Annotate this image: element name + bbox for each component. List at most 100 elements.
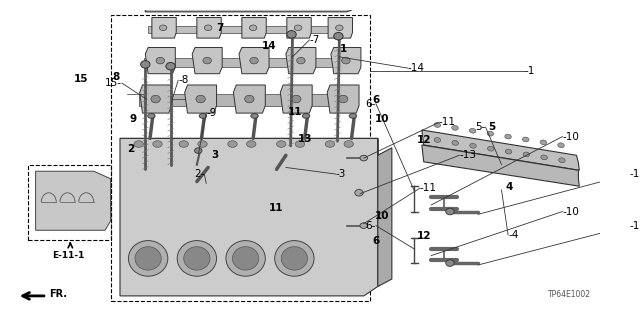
Text: 3: 3 [211, 150, 218, 160]
Ellipse shape [166, 63, 175, 70]
Ellipse shape [541, 155, 547, 160]
Text: -13: -13 [460, 150, 476, 160]
Ellipse shape [506, 149, 512, 154]
Bar [148, 26, 335, 33]
Text: -8: -8 [178, 75, 189, 85]
Text: 14: 14 [262, 41, 276, 51]
Ellipse shape [335, 25, 343, 31]
Ellipse shape [292, 95, 301, 103]
Ellipse shape [342, 57, 350, 64]
Text: -11: -11 [439, 117, 456, 128]
Text: 11: 11 [288, 107, 303, 117]
Text: 2: 2 [127, 144, 134, 154]
Polygon shape [422, 145, 579, 186]
Text: 4: 4 [505, 182, 513, 192]
Text: -12: -12 [630, 169, 640, 179]
Ellipse shape [469, 129, 476, 133]
Text: -7: -7 [309, 35, 320, 45]
Polygon shape [328, 18, 353, 38]
Polygon shape [239, 48, 269, 74]
Ellipse shape [339, 95, 348, 103]
Text: 13: 13 [298, 134, 312, 144]
Polygon shape [422, 130, 579, 170]
Text: 1: 1 [340, 44, 347, 54]
Ellipse shape [452, 141, 458, 145]
Text: 12: 12 [417, 135, 431, 145]
Ellipse shape [184, 247, 210, 270]
Ellipse shape [360, 155, 367, 161]
Ellipse shape [203, 57, 211, 64]
Ellipse shape [204, 25, 212, 31]
Text: -4: -4 [508, 230, 518, 240]
Ellipse shape [275, 241, 314, 276]
Bar [111, 15, 371, 300]
Ellipse shape [445, 208, 454, 215]
Ellipse shape [296, 0, 307, 7]
Text: 9: 9 [130, 114, 137, 124]
Text: 7: 7 [216, 23, 223, 33]
Bar [145, 58, 341, 67]
Ellipse shape [487, 131, 493, 136]
Polygon shape [120, 138, 378, 296]
Polygon shape [242, 18, 266, 38]
Ellipse shape [262, 0, 273, 7]
Polygon shape [145, 0, 361, 12]
Polygon shape [331, 48, 361, 74]
Text: 6-: 6- [365, 99, 376, 109]
Ellipse shape [325, 141, 335, 147]
Ellipse shape [470, 144, 476, 148]
Polygon shape [120, 138, 378, 155]
Ellipse shape [349, 114, 356, 118]
Ellipse shape [250, 57, 259, 64]
Text: 15: 15 [74, 74, 88, 84]
Text: 12: 12 [417, 231, 431, 241]
Ellipse shape [445, 260, 454, 266]
Text: 6-: 6- [365, 221, 376, 231]
Ellipse shape [251, 114, 259, 118]
Ellipse shape [196, 95, 205, 103]
Polygon shape [192, 48, 222, 74]
Ellipse shape [191, 0, 202, 7]
Text: -11: -11 [420, 183, 437, 193]
Polygon shape [152, 18, 176, 38]
Ellipse shape [333, 33, 343, 40]
Ellipse shape [135, 247, 161, 270]
Bar [28, 165, 111, 240]
Polygon shape [234, 85, 266, 113]
Ellipse shape [505, 134, 511, 139]
Ellipse shape [488, 146, 494, 151]
Ellipse shape [250, 25, 257, 31]
Polygon shape [327, 85, 359, 113]
Ellipse shape [452, 125, 458, 130]
Text: 5-: 5- [476, 122, 486, 132]
Polygon shape [287, 18, 311, 38]
Ellipse shape [294, 25, 302, 31]
Ellipse shape [134, 141, 143, 147]
Text: 11: 11 [269, 203, 284, 213]
Text: -1: -1 [525, 66, 535, 76]
Ellipse shape [244, 95, 254, 103]
Text: 8: 8 [112, 72, 120, 82]
Text: 5: 5 [488, 122, 495, 132]
Polygon shape [185, 85, 216, 113]
Text: 6: 6 [372, 95, 380, 105]
Text: -3: -3 [335, 169, 346, 179]
Text: 15-: 15- [105, 78, 122, 88]
Ellipse shape [199, 114, 207, 118]
Ellipse shape [287, 31, 296, 38]
Polygon shape [286, 48, 316, 74]
Text: -12: -12 [630, 221, 640, 231]
Ellipse shape [227, 0, 238, 7]
Polygon shape [145, 48, 175, 74]
Ellipse shape [141, 61, 150, 68]
Ellipse shape [281, 247, 307, 270]
Text: E-11-1: E-11-1 [52, 251, 84, 260]
Ellipse shape [540, 140, 547, 145]
Text: -10: -10 [563, 206, 579, 217]
Ellipse shape [330, 0, 341, 7]
Ellipse shape [232, 247, 259, 270]
Ellipse shape [226, 241, 266, 276]
Polygon shape [280, 85, 312, 113]
Ellipse shape [523, 152, 529, 157]
Ellipse shape [179, 141, 188, 147]
